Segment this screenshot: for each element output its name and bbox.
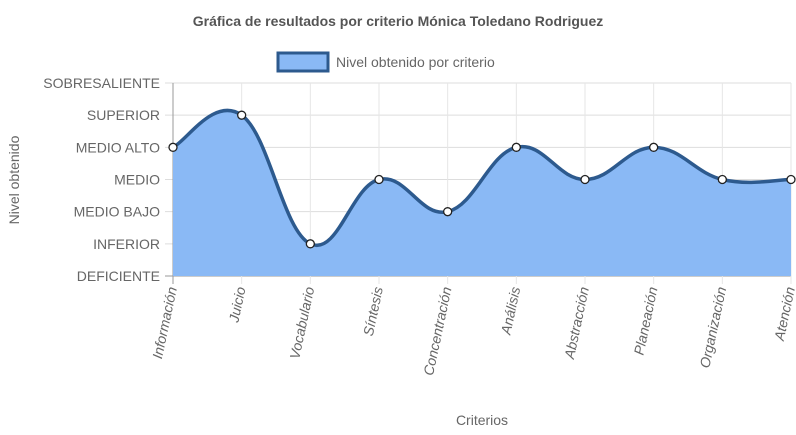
x-tick-label: Abstracción [561, 285, 592, 361]
y-tick-label: DEFICIENTE [77, 268, 160, 284]
x-tick-label: Análisis [497, 285, 523, 337]
legend-label: Nivel obtenido por criterio [336, 54, 495, 70]
x-tick-label: Atención [771, 285, 796, 343]
legend[interactable]: Nivel obtenido por criterio [276, 51, 495, 73]
x-tick-label: Concentración [420, 285, 454, 377]
data-point [580, 174, 590, 185]
data-point [443, 207, 453, 217]
x-axis-ticks: Información Juicio Vocabulario Síntesis Conc… [149, 285, 796, 377]
data-point [305, 239, 315, 249]
area-fill [173, 110, 791, 276]
x-tick-label: Vocabulario [286, 285, 317, 360]
y-axis-ticks: DEFICIENTE INFERIOR MEDIO BAJO MEDIO MEDIO A… [43, 75, 160, 284]
y-axis-title: Nivel obtenido [6, 135, 22, 224]
data-point [168, 142, 178, 152]
data-point [717, 174, 727, 185]
y-tick-label: MEDIO BAJO [74, 204, 160, 220]
x-tick-label: Organización [696, 285, 729, 369]
series-area [172, 108, 792, 276]
x-axis-title: Criterios [456, 412, 508, 428]
y-tick-label: SUPERIOR [87, 107, 160, 123]
y-tick-label: MEDIO [114, 172, 160, 188]
data-point [237, 110, 247, 120]
data-point [649, 142, 659, 152]
series-line [172, 108, 792, 248]
y-tick-label: MEDIO ALTO [76, 139, 160, 155]
x-tick-label: Planeación [631, 285, 661, 356]
x-tick-label: Juicio [225, 285, 248, 325]
data-point [374, 174, 384, 185]
legend-swatch [276, 51, 330, 73]
data-point [511, 142, 521, 152]
data-point [786, 174, 796, 185]
x-tick-label: Información [149, 285, 180, 360]
chart-title: Gráfica de resultados por criterio Mónic… [193, 13, 603, 29]
data-points [168, 110, 796, 249]
y-tick-label: INFERIOR [93, 236, 160, 252]
x-tick-label: Síntesis [360, 285, 386, 337]
y-tick-label: SOBRESALIENTE [43, 75, 160, 91]
